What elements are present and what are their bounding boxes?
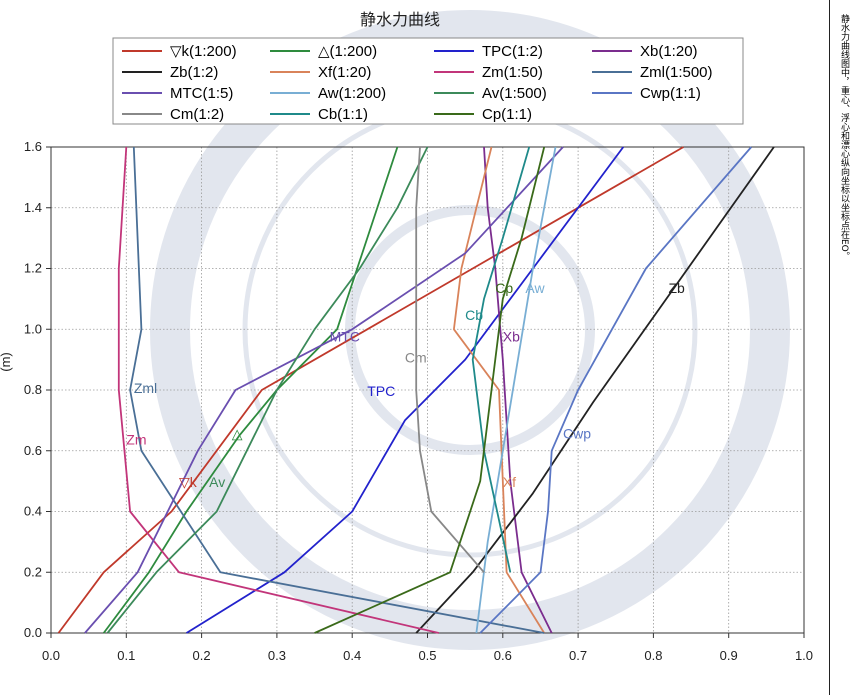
legend-entry: Xb(1:20): [640, 43, 698, 60]
curve-label: MTC: [330, 328, 360, 344]
legend-entry: Cm(1:2): [170, 106, 224, 123]
curve-label: Av: [209, 474, 225, 490]
chart-title: 静水力曲线: [360, 10, 440, 29]
curve-av: [106, 146, 429, 634]
x-tick-label: 0.3: [268, 648, 286, 663]
legend-entry: MTC(1:5): [170, 85, 233, 102]
curve-labels: ▽k △ TPC Xb Zb Xf Zm Zml MTC Aw Av Cwp Cm Cb Cp: [126, 280, 685, 490]
curve-label: ▽k: [179, 474, 198, 490]
legend-entry: Zml(1:500): [640, 64, 713, 81]
curve-xf: [452, 146, 545, 634]
curve-cp: [314, 146, 546, 634]
y-tick-label: 1.6: [24, 139, 42, 154]
legend-entry: Zb(1:2): [170, 64, 218, 81]
legend-entry: Av(1:500): [482, 85, 547, 102]
curve-: [102, 146, 399, 634]
x-axis-ticks: 0.0 0.1 0.2 0.3 0.4 0.5 0.6 0.7 0.8 0.9 1.0: [42, 633, 813, 663]
y-tick-label: 1.2: [24, 261, 42, 276]
curve-cb: [471, 146, 531, 573]
curve-label: Aw: [525, 280, 545, 296]
curve-cm: [415, 146, 485, 573]
curve-label: TPC: [367, 383, 395, 399]
y-axis-label-fragment: (m): [0, 352, 13, 372]
curves: [57, 146, 775, 634]
legend-entry: Xf(1:20): [318, 64, 371, 81]
legend-entry: Zm(1:50): [482, 64, 543, 81]
x-tick-label: 0.0: [42, 648, 60, 663]
x-tick-label: 0.8: [644, 648, 662, 663]
curve-label: Xf: [503, 474, 516, 490]
x-tick-label: 0.4: [343, 648, 361, 663]
y-tick-label: 0.2: [24, 564, 42, 579]
curve-label: Xb: [503, 328, 520, 344]
x-tick-label: 1.0: [795, 648, 813, 663]
curve-label: Cm: [405, 350, 427, 366]
y-tick-label: 0.0: [24, 625, 42, 640]
x-tick-label: 0.2: [193, 648, 211, 663]
legend-entry: Cwp(1:1): [640, 85, 701, 102]
legend-entry: Cb(1:1): [318, 106, 368, 123]
legend-entry: TPC(1:2): [482, 43, 543, 60]
curve-label: Cp: [495, 280, 513, 296]
curve-label: Zm: [126, 432, 146, 448]
y-tick-label: 0.4: [24, 504, 42, 519]
curve-zb: [415, 146, 775, 634]
curve-label: Zb: [668, 280, 685, 296]
curve-xb: [483, 146, 553, 634]
curve-mtc: [84, 146, 564, 634]
curve-label: △: [232, 426, 243, 442]
x-tick-label: 0.5: [418, 648, 436, 663]
side-note-text: 静水力曲线图中，重心、浮心和漂心纵向坐标以坐标点在EO。: [839, 14, 849, 261]
legend-entry: Aw(1:200): [318, 85, 386, 102]
x-tick-label: 0.9: [720, 648, 738, 663]
x-tick-label: 0.7: [569, 648, 587, 663]
legend: ▽k(1:200) △(1:200) TPC(1:2) Xb(1:20) Zb(1:2)…: [122, 43, 713, 123]
curve-k: [57, 146, 684, 634]
curve-zml: [129, 146, 545, 634]
y-tick-label: 0.6: [24, 443, 42, 458]
legend-entry: ▽k(1:200): [170, 43, 237, 60]
side-note-panel: 静水力曲线图中，重心、浮心和漂心纵向坐标以坐标点在EO。: [829, 0, 865, 695]
curve-zm: [117, 146, 440, 634]
y-tick-label: 0.8: [24, 382, 42, 397]
x-tick-label: 0.6: [494, 648, 512, 663]
curve-label: Cb: [465, 307, 483, 323]
curve-cwp: [479, 146, 752, 634]
y-axis-ticks: 0.0 0.2 0.4 0.6 0.8 1.0 1.2 1.4 1.6: [24, 139, 51, 640]
y-tick-label: 1.0: [24, 321, 42, 336]
curve-label: Cwp: [563, 426, 591, 442]
legend-entry: Cp(1:1): [482, 106, 532, 123]
curve-label: Zml: [134, 380, 157, 396]
legend-box: [112, 37, 744, 125]
x-tick-label: 0.1: [117, 648, 135, 663]
legend-entry: △(1:200): [318, 43, 377, 60]
hydrostatic-chart: 静水力曲线 ▽k(1:200) △(1:200) TPC(1:2) Xb(1:20) Z…: [0, 10, 814, 663]
y-tick-label: 1.4: [24, 200, 42, 215]
